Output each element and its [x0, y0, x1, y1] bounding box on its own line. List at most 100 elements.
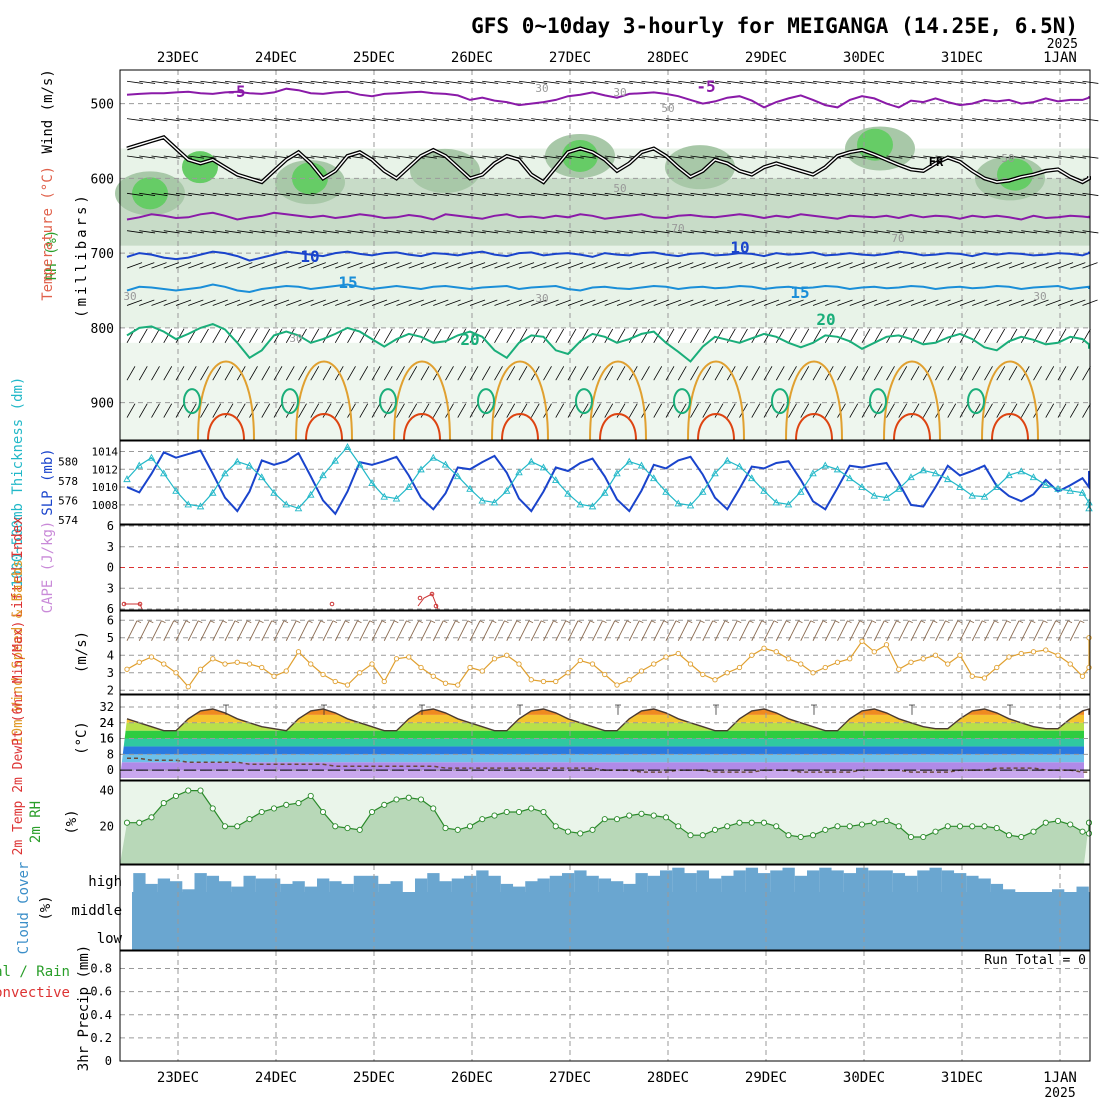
temp-band — [120, 754, 1084, 763]
cloud-high-bar — [892, 873, 906, 892]
wind-barb — [408, 192, 425, 196]
bottom-date-label: 27DEC — [549, 1070, 591, 1086]
cloud-high-bar — [231, 886, 244, 892]
wind10-speed-point — [197, 666, 204, 672]
wind-barb — [200, 299, 216, 306]
wind-barb — [690, 118, 707, 122]
wind-barb — [543, 328, 552, 344]
wind-barb — [996, 80, 1013, 84]
wind-barb — [580, 299, 596, 306]
wind-barb — [249, 118, 266, 122]
rh2m-point — [589, 826, 596, 833]
wind10-speed-point — [736, 664, 743, 671]
wind-barb — [641, 230, 658, 234]
wind-barb — [126, 403, 136, 418]
wind-barb — [592, 403, 601, 418]
wind-barb — [971, 366, 981, 381]
wind10-speed-point — [981, 675, 988, 681]
wind-barb — [298, 118, 315, 122]
rh2m-point — [1042, 819, 1049, 826]
wind10-barb — [996, 620, 1008, 641]
wind-barb — [935, 299, 951, 306]
top-date-label: 27DEC — [549, 50, 591, 66]
wind-barb — [677, 366, 687, 381]
cloud-high-bar — [721, 875, 734, 892]
wind-barb — [727, 262, 743, 269]
rh-contour-label: 50 — [661, 102, 674, 115]
wind10-unit-label: (m/s) — [74, 631, 90, 673]
wind-barb — [1082, 366, 1091, 381]
rh-circle — [575, 388, 593, 415]
wind-barb — [322, 155, 339, 159]
rh2m-point — [356, 826, 363, 833]
wind-barb — [935, 403, 944, 418]
rh-contour-label: 70 — [891, 232, 904, 245]
wind10-barb-flag — [602, 620, 607, 624]
rh2m-point — [307, 792, 314, 799]
top-date-label: 25DEC — [353, 50, 395, 66]
wind-barb — [849, 403, 859, 418]
wind-barb — [825, 80, 842, 84]
wind10-speed-point — [626, 677, 632, 683]
wind-barb — [702, 328, 712, 344]
wind-barb — [347, 403, 356, 418]
wind10-barb — [567, 620, 579, 641]
wind-barb — [1082, 403, 1091, 418]
wind-barb — [898, 299, 914, 306]
wind-barb — [273, 80, 290, 84]
wind-barb — [1057, 366, 1067, 381]
wind-barb — [138, 366, 148, 381]
wind-barb — [469, 230, 486, 234]
wind-barb — [616, 366, 626, 381]
wind-barb — [286, 299, 302, 306]
wind-barb — [396, 192, 413, 196]
wind-barb — [175, 118, 192, 122]
wind-barb — [457, 328, 467, 344]
wind10-barb-flag — [198, 620, 203, 624]
wind-barb — [420, 366, 430, 381]
wind-barb — [518, 155, 535, 159]
rh2m-point — [528, 805, 535, 812]
rh-moist-blob — [562, 139, 598, 172]
wind-barb — [335, 192, 352, 196]
wind-barb — [751, 118, 768, 122]
wind-barb — [714, 230, 731, 234]
wind10-speed-point — [651, 661, 657, 667]
wind-barb — [543, 262, 559, 269]
wind-barb — [714, 403, 724, 418]
thickness-point — [355, 460, 364, 468]
wind-barb — [126, 155, 143, 159]
rh2m-point — [1030, 828, 1037, 835]
wind-barb — [347, 192, 364, 196]
cloud-cover-bars — [132, 867, 1090, 950]
wind10-barb — [310, 620, 322, 641]
wind10-barb — [579, 620, 591, 641]
wind-barb — [543, 155, 560, 159]
wind10-barb — [677, 620, 689, 641]
bottom-date-label: 26DEC — [451, 1070, 493, 1086]
wind-barb — [898, 80, 915, 84]
wind10-barb — [616, 620, 628, 641]
wind10-barb — [984, 620, 995, 641]
wind10-barb — [898, 620, 910, 641]
isotherm--5 — [126, 87, 1090, 109]
thickness-point — [1017, 467, 1026, 475]
wind10-barb-flag — [247, 620, 252, 624]
wind10-barb — [604, 620, 616, 641]
rh2m-series — [120, 781, 1093, 864]
wind10-speed-point — [614, 682, 620, 688]
rh-contour-label: 30 — [123, 290, 136, 303]
temperature-loop-30 — [305, 413, 343, 441]
wind10-barb-flag — [369, 620, 374, 624]
wind10-barb-flag — [859, 620, 864, 624]
wind-barb — [739, 328, 748, 344]
wind-barb — [800, 262, 816, 269]
thickness-point — [796, 487, 805, 495]
cloud-high-bar — [1076, 886, 1089, 892]
wind-barb — [310, 230, 327, 234]
cape-axis-label: CAPE (J/kg) — [40, 521, 56, 614]
wind-barb — [445, 366, 454, 381]
wind10-panel: 2 3 4 5 6 10m Wind Speed & Barbs (m/s) — [10, 559, 1092, 745]
wind-barb — [469, 155, 486, 159]
wind-barb — [825, 299, 841, 306]
